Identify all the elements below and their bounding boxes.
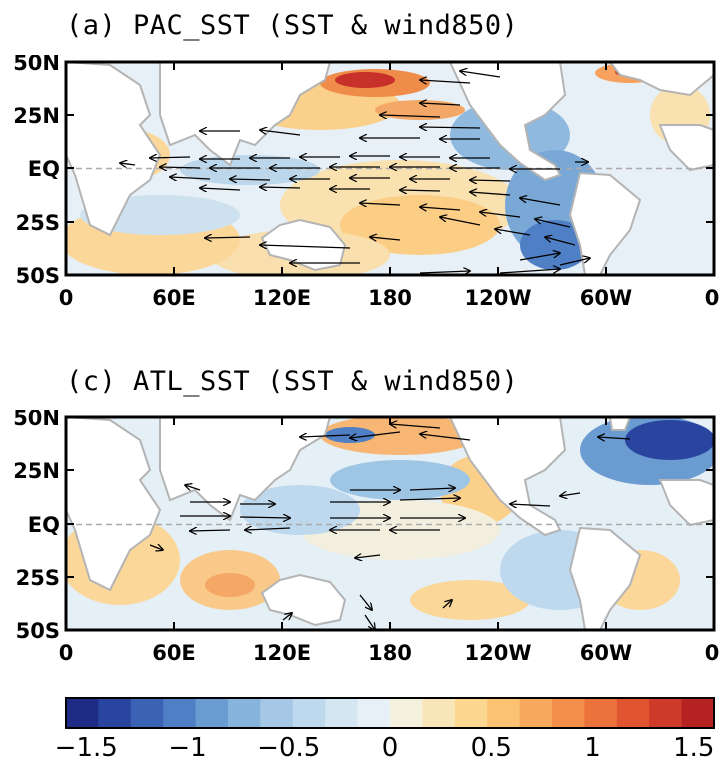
lon-label: 180 [368,641,412,665]
lon-label: 180 [368,286,412,310]
panel-a-field [66,62,714,275]
lat-label: 50N [13,55,60,75]
panel-c-map: 50N 25N EQ 25S 50S 0 60E 120E 180 120W 6… [13,410,720,665]
panel-a-title: (a) PAC_SST (SST & wind850) [66,10,519,41]
lat-label: EQ [28,157,60,181]
colorbar-labels: −1.5 −1 −0.5 0 0.5 1 1.5 [55,733,715,763]
colorbar-bin [454,698,488,728]
colorbar-bin [584,698,618,728]
lon-label: 120W [465,641,532,665]
lon-label: 60W [580,641,632,665]
lon-label: 120W [465,286,532,310]
colorbar-bin [616,698,650,728]
lat-label: 25N [13,459,60,483]
colorbar-bin [519,698,553,728]
panel-c-lon-labels: 0 60E 120E 180 120W 60W 0 [59,641,720,665]
colorbar-bin [681,698,715,728]
lon-label: 0 [59,641,74,665]
colorbar-label: −1 [168,733,206,763]
lat-label: 25N [13,104,60,128]
lon-label: 120E [253,641,311,665]
colorbar-bin [422,698,456,728]
lat-label: 50N [13,410,60,430]
lat-label: EQ [28,513,60,537]
lat-label: 25S [16,566,60,590]
colorbar: −1.5 −1 −0.5 0 0.5 1 1.5 [55,697,715,763]
panel-a-wind-vectors [120,71,590,273]
colorbar-bin [487,698,521,728]
colorbar-bin [649,698,683,728]
colorbar-label: 1.5 [673,733,714,763]
colorbar-bin [260,698,294,728]
colorbar-label: 0 [382,733,399,763]
colorbar-bin [98,698,132,728]
colorbar-label: 0.5 [471,733,512,763]
colorbar-bin [292,698,326,728]
panel-c-field [66,417,714,630]
colorbar-bin [163,698,197,728]
panel-a-lon-labels: 0 60E 120E 180 120W 60W 0 [59,286,720,310]
lon-label: 120E [253,286,311,310]
panel-c-wind-vectors [149,424,631,630]
colorbar-label: 1 [584,733,601,763]
lat-label: 25S [16,211,60,235]
colorbar-bin [552,698,585,728]
lat-label: 50S [16,264,60,288]
colorbar-frame [65,697,715,729]
colorbar-bin [195,698,229,728]
panel-c-lat-labels: 50N 25N EQ 25S 50S [13,410,60,643]
lon-label: 60W [580,286,632,310]
colorbar-bin [66,698,99,728]
panel-a-map: 50N 25N EQ 25S 50S 0 60E 120E 180 120W 6… [13,55,720,310]
lon-label: 60E [152,286,196,310]
colorbar-bin [325,698,359,728]
lon-label: 0 [705,286,720,310]
colorbar-bin [228,698,261,728]
panel-c-title: (c) ATL_SST (SST & wind850) [66,366,519,397]
colorbar-label: −1.5 [55,733,118,763]
lat-label: 50S [16,619,60,643]
colorbar-label: −0.5 [257,733,320,763]
lon-label: 60E [152,641,196,665]
lon-label: 0 [59,286,74,310]
lon-label: 0 [705,641,720,665]
colorbar-bin [357,698,391,728]
panel-a-lat-labels: 50N 25N EQ 25S 50S [13,55,60,288]
colorbar-bin [390,698,423,728]
colorbar-bins [66,698,715,728]
colorbar-bin [130,698,164,728]
